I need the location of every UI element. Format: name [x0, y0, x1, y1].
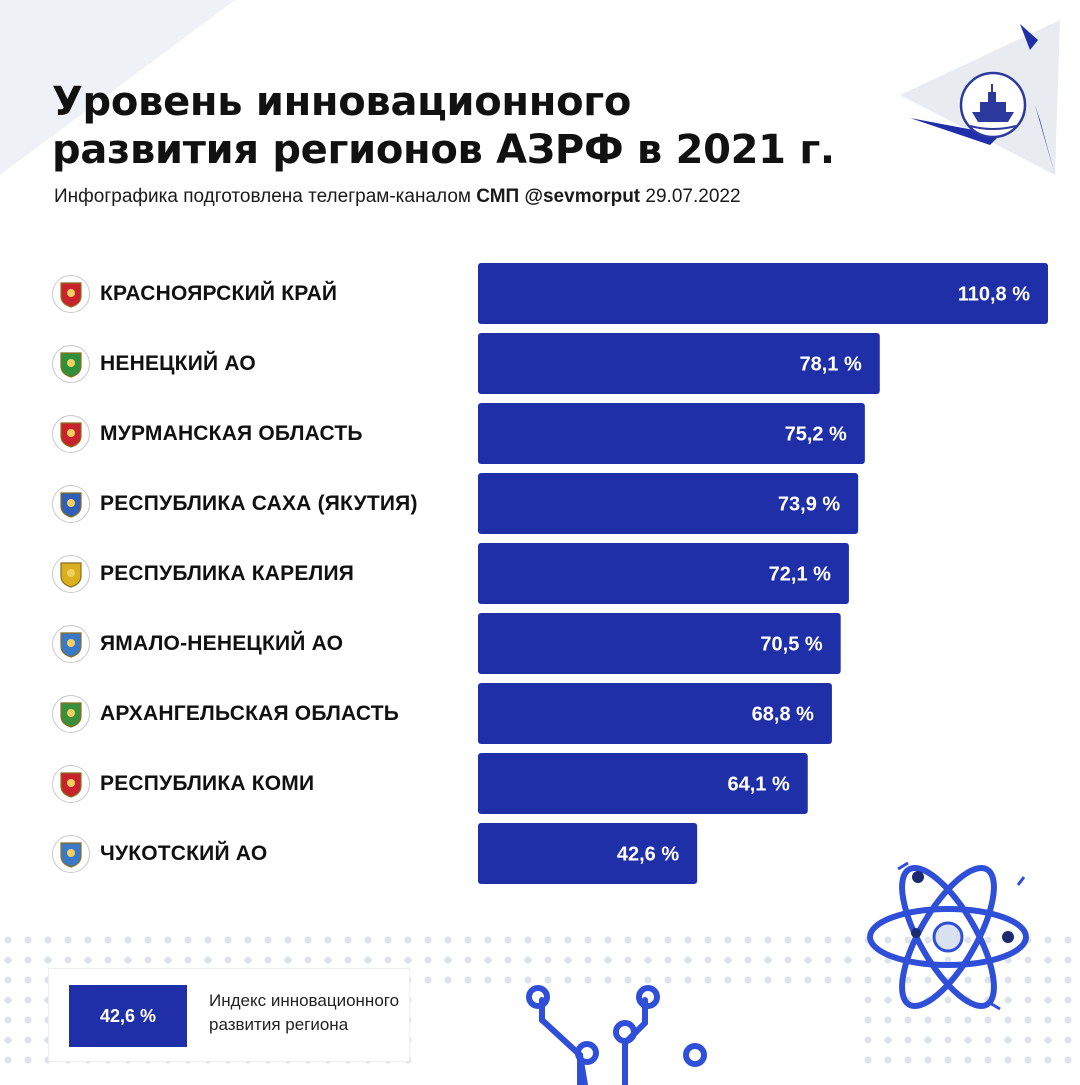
region-row: ЧУКОТСКИЙ АО [52, 834, 267, 874]
region-row: ЯМАЛО-НЕНЕЦКИЙ АО [52, 624, 343, 664]
bar-2 [478, 333, 880, 394]
title-line-1: Уровень инновационного [52, 79, 632, 125]
circuit-icon [526, 985, 707, 1085]
icebreaker-ship-logo [959, 71, 1027, 139]
region-emblem-icon [52, 624, 90, 663]
region-name: КРАСНОЯРСКИЙ КРАЙ [100, 281, 338, 305]
region-emblem-icon [52, 554, 90, 593]
region-name: МУРМАНСКАЯ ОБЛАСТЬ [100, 421, 363, 445]
legend: 42,6 % Индекс инновационного развития ре… [48, 968, 410, 1062]
title-line-2: развития регионов АЗРФ в 2021 г. [52, 127, 835, 173]
bar-value-label: 73,9 % [778, 494, 840, 516]
background-triangle-top-left [0, 0, 235, 175]
legend-swatch: 42,6 % [69, 985, 187, 1047]
bar-value-label: 110,8 % [958, 284, 1031, 306]
legend-swatch-label: 42,6 % [99, 1005, 157, 1026]
region-name: ЯМАЛО-НЕНЕЦКИЙ АО [100, 631, 344, 655]
subtitle: Инфографика подготовлена телеграм-канало… [54, 186, 741, 208]
bar-5 [478, 543, 849, 604]
subtitle-date: 29.07.2022 [645, 186, 741, 207]
page-title: Уровень инновационного развития регионов… [52, 78, 835, 174]
region-name: АРХАНГЕЛЬСКАЯ ОБЛАСТЬ [100, 701, 400, 725]
region-emblem-icon [52, 414, 90, 453]
region-row: КРАСНОЯРСКИЙ КРАЙ [52, 274, 337, 314]
region-row: РЕСПУБЛИКА КОМИ [52, 764, 314, 804]
bar-value-label: 68,8 % [752, 704, 814, 726]
region-emblem-icon [52, 834, 90, 873]
region-name: РЕСПУБЛИКА КОМИ [100, 771, 315, 795]
region-row: РЕСПУБЛИКА САХА (ЯКУТИЯ) [52, 484, 418, 524]
region-emblem-icon [52, 344, 90, 383]
subtitle-prefix: Инфографика подготовлена телеграм-канало… [54, 186, 471, 207]
region-emblem-icon [52, 274, 90, 313]
bar-7 [478, 683, 832, 744]
bar-value-label: 42,6 % [617, 844, 679, 866]
legend-description: Индекс инновационного развития региона [209, 991, 400, 1034]
region-row: АРХАНГЕЛЬСКАЯ ОБЛАСТЬ [52, 694, 399, 734]
bar-value-label: 64,1 % [727, 774, 789, 796]
region-name: РЕСПУБЛИКА КАРЕЛИЯ [100, 561, 355, 585]
bar-value-label: 78,1 % [800, 354, 862, 376]
bar-1 [478, 263, 1048, 324]
bar-3 [478, 403, 865, 464]
region-row: МУРМАНСКАЯ ОБЛАСТЬ [52, 414, 363, 454]
bar-value-label: 70,5 % [760, 634, 822, 656]
subtitle-channel: СМП @sevmorput [476, 186, 641, 207]
region-row: РЕСПУБЛИКА КАРЕЛИЯ [52, 554, 354, 594]
atom-icon [867, 861, 1029, 1011]
bar-value-label: 75,2 % [785, 424, 847, 446]
region-emblem-icon [52, 764, 90, 803]
bar-6 [478, 613, 841, 674]
region-name: ЧУКОТСКИЙ АО [100, 841, 268, 865]
region-emblem-icon [52, 484, 90, 523]
bar-chart: 110,8 % 78,1 % 75,2 % 73,9 % 72,1 % 70,5 % 68,… [478, 263, 1048, 884]
region-row: НЕНЕЦКИЙ АО [52, 344, 256, 384]
bar-8 [478, 753, 808, 814]
bar-9 [478, 823, 698, 884]
region-name: РЕСПУБЛИКА САХА (ЯКУТИЯ) [100, 491, 418, 515]
bar-4 [478, 473, 859, 534]
region-emblem-icon [52, 694, 90, 733]
region-name: НЕНЕЦКИЙ АО [100, 351, 256, 375]
bar-value-label: 72,1 % [769, 564, 831, 586]
